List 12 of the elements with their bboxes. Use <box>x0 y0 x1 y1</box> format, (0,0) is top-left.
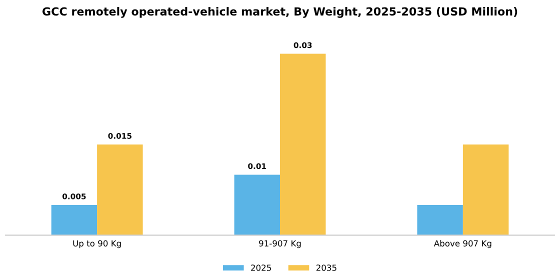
bar <box>462 144 509 236</box>
legend-label: 2025 <box>251 264 271 271</box>
legend-label: 2035 <box>316 264 336 271</box>
bar <box>51 204 98 236</box>
bar <box>280 54 326 236</box>
bar <box>234 174 280 236</box>
chart-title: GCC remotely operated-vehicle market, By Weight, 2025-2035 (USD Million) <box>42 7 518 18</box>
x-tick-label: Above 907 Kg <box>434 240 492 248</box>
bar <box>97 144 143 236</box>
bar <box>417 204 463 236</box>
x-tick-label: Up to 90 Kg <box>73 240 121 248</box>
x-tick-label: 91-907 Kg <box>259 240 301 248</box>
